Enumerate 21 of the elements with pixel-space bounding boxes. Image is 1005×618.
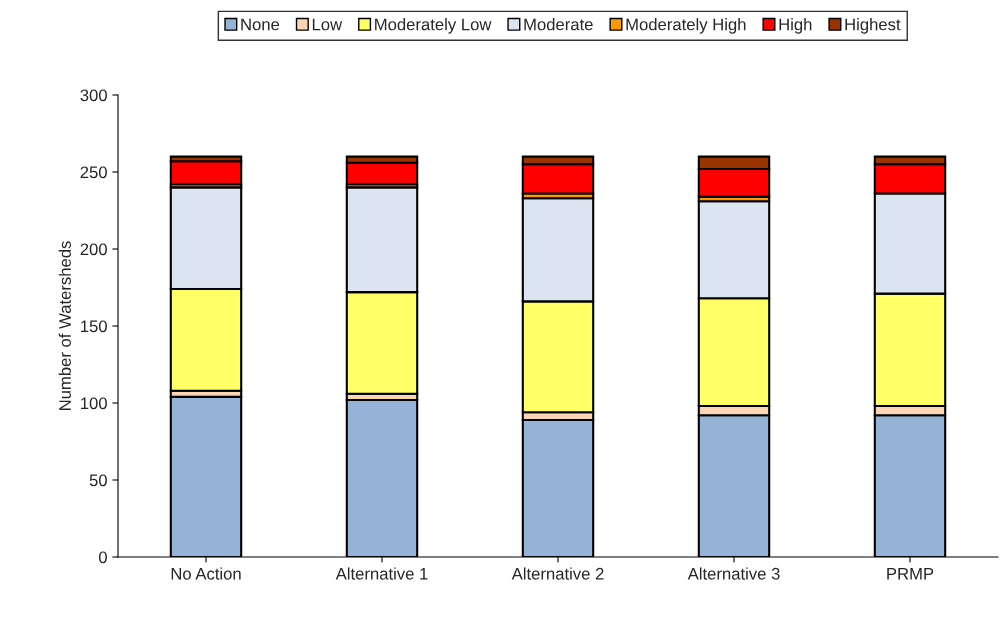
- y-tick-label: 100: [81, 397, 107, 410]
- y-tick-label: 0: [98, 551, 107, 564]
- legend-label: Moderate: [524, 18, 593, 31]
- legend-label: None: [241, 18, 280, 31]
- y-tick-label: 250: [80, 166, 107, 179]
- y-tick-label: 150: [81, 320, 107, 333]
- y-axis-title: Number of Watersheds: [58, 241, 71, 410]
- y-tick-label: 50: [89, 474, 107, 487]
- y-tick-label: 300: [80, 89, 107, 102]
- legend-label: Moderately Low: [375, 18, 492, 34]
- x-tick-label: Alternative 1: [335, 567, 428, 580]
- y-tick-label: 200: [80, 243, 107, 256]
- x-tick-label: PRMP: [887, 568, 934, 580]
- bar: [169, 160, 243, 186]
- x-tick-label: Alternative 2: [511, 567, 604, 580]
- x-tick-label: Alternative 3: [687, 567, 780, 580]
- legend-label: Low: [312, 18, 343, 31]
- legend-label: Moderately High: [626, 18, 746, 34]
- legend-label: High: [779, 18, 812, 34]
- legend-label: Highest: [845, 18, 901, 34]
- x-tick-label: No Action: [171, 567, 241, 580]
